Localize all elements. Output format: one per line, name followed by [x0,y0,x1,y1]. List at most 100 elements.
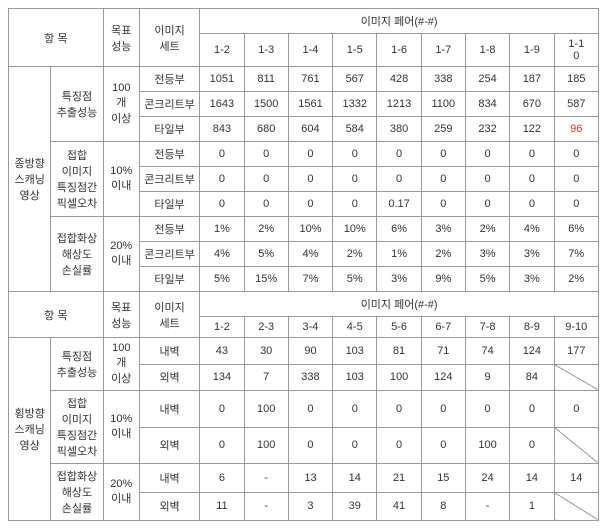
header-item: 항 목 [9,292,104,338]
row-set: 콘크리트부 [139,242,199,267]
value-cell: 2% [244,217,288,242]
value-cell: 2% [421,242,465,267]
value-cell: 0 [288,167,332,192]
row-set: 내벽 [139,464,199,493]
value-cell: 0 [554,167,598,192]
group-goal: 10%이내 [103,391,139,464]
value-cell: 0 [200,192,244,217]
row-set: 타일부 [139,267,199,292]
value-cell: 0 [377,391,421,428]
value-cell: 0 [288,427,332,464]
table-row: 항 목목표성능이미지세트이미지 페어(#-#) [9,9,599,34]
value-cell: 14 [510,464,554,493]
value-cell: 71 [421,338,465,365]
value-cell: 0 [421,192,465,217]
value-cell: 15% [244,267,288,292]
value-cell: 39 [333,492,377,521]
value-cell: 1643 [200,92,244,117]
pair-header-5: 1-7 [421,34,465,67]
value-cell: 0 [510,427,554,464]
row-set: 콘크리트부 [139,167,199,192]
value-cell: - [244,492,288,521]
value-cell: 0 [333,427,377,464]
value-cell: 1 [510,492,554,521]
value-cell: 10% [288,217,332,242]
value-cell: 7 [244,364,288,391]
pair-header-1: 2-3 [244,317,288,338]
value-cell: 0 [200,427,244,464]
value-cell: 90 [288,338,332,365]
value-cell: 1% [200,217,244,242]
value-cell: 834 [465,92,509,117]
value-cell: 0 [421,391,465,428]
header-image-set: 이미지세트 [139,292,199,338]
value-cell: 134 [200,364,244,391]
value-cell [554,492,598,521]
value-cell: 7% [288,267,332,292]
value-cell: 0 [200,167,244,192]
value-cell: 1561 [288,92,332,117]
pair-header-7: 8-9 [510,317,554,338]
value-cell [554,364,598,391]
value-cell: 96 [554,117,598,142]
value-cell: 124 [510,338,554,365]
value-cell: 2% [465,217,509,242]
value-cell: 100 [244,391,288,428]
value-cell: 122 [510,117,554,142]
value-cell: 9% [421,267,465,292]
header-image-pair: 이미지 페어(#-#) [200,9,599,34]
value-cell: 103 [333,338,377,365]
value-cell: 0 [288,192,332,217]
value-cell: 5% [465,267,509,292]
value-cell: 3% [377,267,421,292]
value-cell: 0 [510,167,554,192]
value-cell: 0 [288,142,332,167]
value-cell: 338 [421,67,465,92]
pair-header-0: 1-2 [200,34,244,67]
pair-header-6: 1-8 [465,34,509,67]
value-cell: 8 [421,492,465,521]
pair-header-2: 3-4 [288,317,332,338]
value-cell: 428 [377,67,421,92]
group-label: 접합화상해상도손실률 [51,464,103,521]
value-cell: 0 [288,391,332,428]
data-table: 항 목목표성능이미지세트이미지 페어(#-#)1-21-31-41-51-61-… [8,8,599,521]
value-cell: 0.17 [377,192,421,217]
value-cell: 3% [510,242,554,267]
block-title: 횡방향스캐닝영상 [9,338,51,521]
table-row: 접합이미지특징점간픽셀오차10%이내전등부000000000 [9,142,599,167]
value-cell: 11 [200,492,244,521]
row-set: 전등부 [139,217,199,242]
value-cell: 4% [200,242,244,267]
value-cell: 0 [333,142,377,167]
row-set: 전등부 [139,142,199,167]
value-cell: 0 [333,192,377,217]
group-goal: 100개이상 [103,67,139,142]
value-cell: 843 [200,117,244,142]
value-cell: 0 [465,167,509,192]
table-row: 종방향스캐닝영상특징점추출성능100개이상전등부1051811761567428… [9,67,599,92]
value-cell: 254 [465,67,509,92]
table-row: 접합이미지특징점간픽셀오차10%이내내벽01000000000 [9,391,599,428]
pair-header-4: 1-6 [377,34,421,67]
value-cell: 9 [465,364,509,391]
value-cell: 187 [510,67,554,92]
value-cell: 0 [554,192,598,217]
block-title: 종방향스캐닝영상 [9,67,51,292]
value-cell: 0 [333,167,377,192]
value-cell: 0 [510,192,554,217]
value-cell: 1051 [200,67,244,92]
value-cell: 41 [377,492,421,521]
value-cell: 3% [465,242,509,267]
value-cell: 4% [510,217,554,242]
value-cell: 24 [465,464,509,493]
value-cell: 0 [421,167,465,192]
value-cell: 0 [377,427,421,464]
value-cell: 0 [244,192,288,217]
group-label: 접합화상해상도손실률 [51,217,103,292]
header-item: 항 목 [9,9,104,67]
value-cell: 5% [244,242,288,267]
table-row: 항 목목표성능이미지세트이미지 페어(#-#) [9,292,599,317]
group-goal: 20%이내 [103,217,139,292]
group-label: 접합이미지특징점간픽셀오차 [51,391,103,464]
